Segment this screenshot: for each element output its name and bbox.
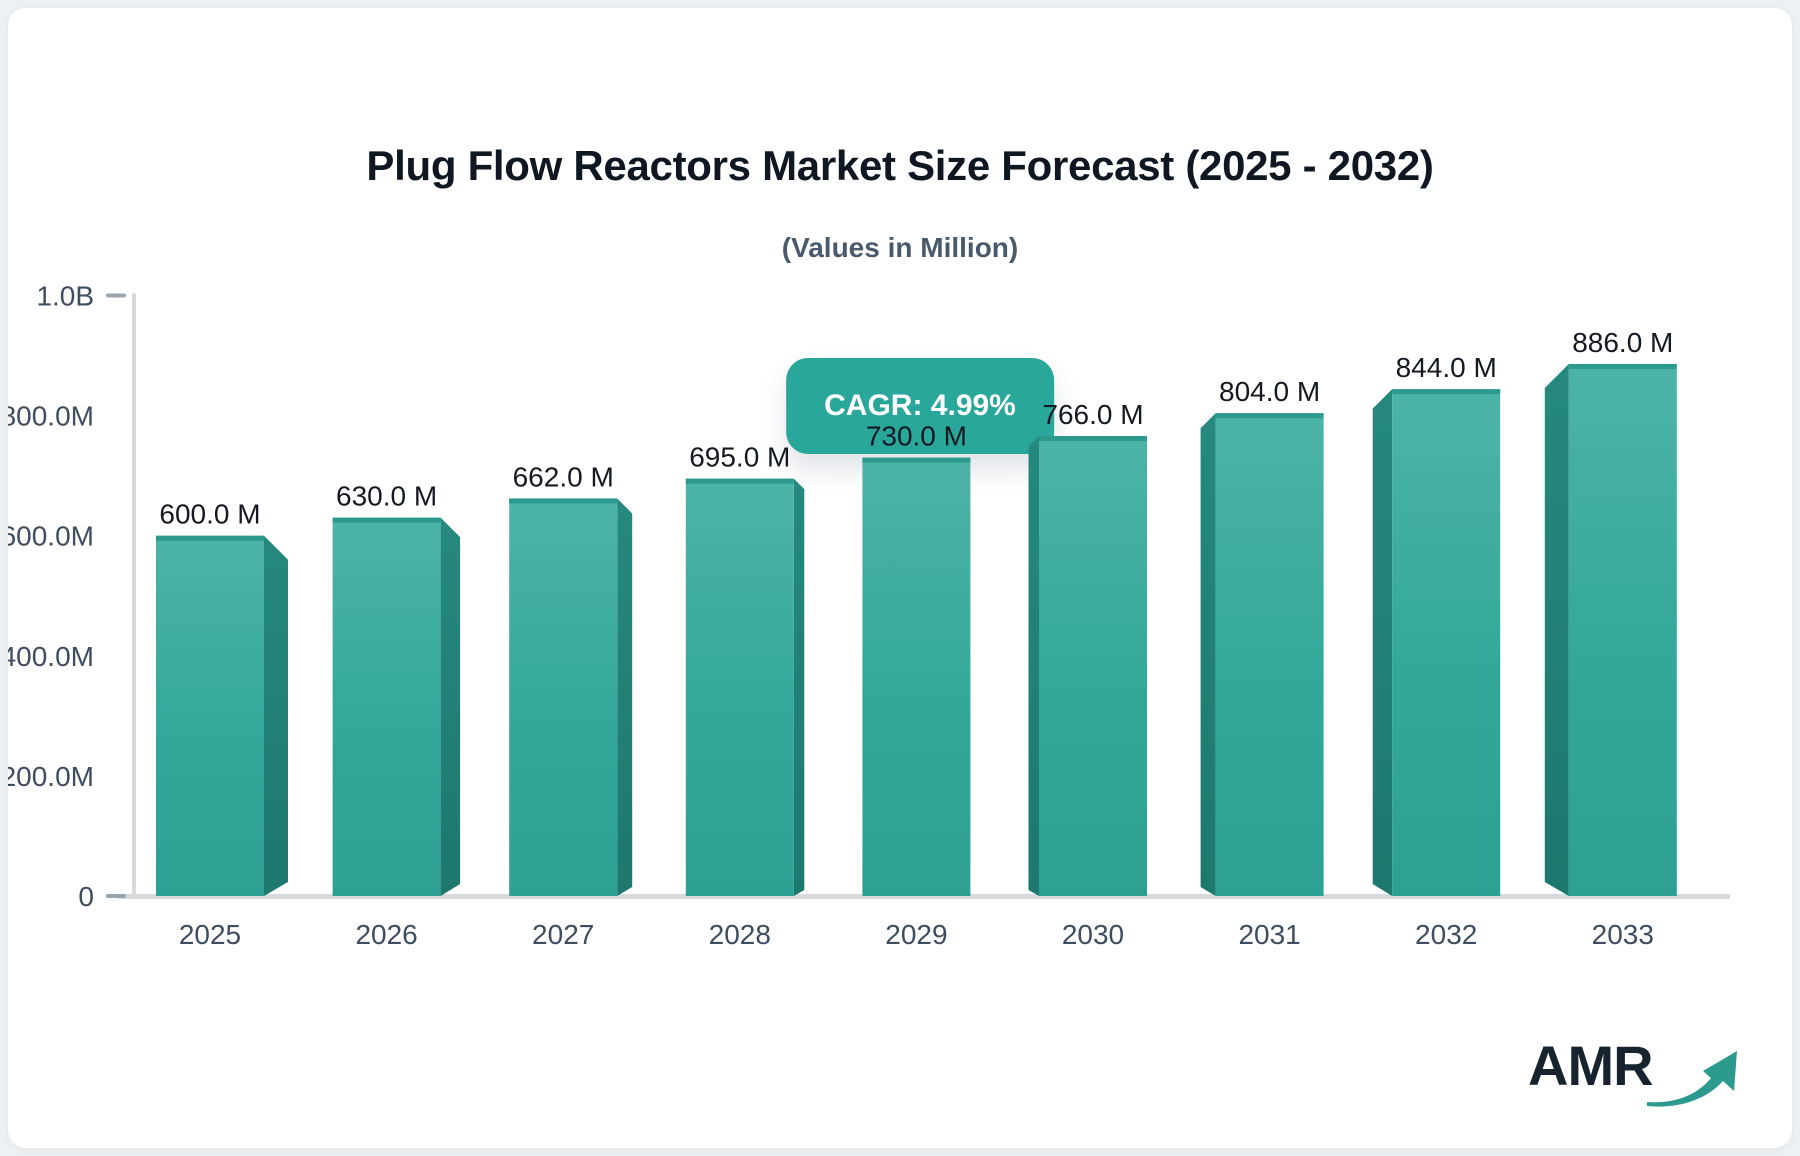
bar-front-face [1392, 389, 1501, 896]
bar-side-face [264, 535, 288, 896]
bar-top-edge [1392, 389, 1501, 395]
bar-front-face [862, 457, 971, 896]
y-tick-label: 800.0M [8, 401, 94, 432]
bar-value-label: 730.0 M [866, 421, 967, 452]
bar-2025[interactable] [156, 535, 288, 896]
bar-2029[interactable] [862, 457, 971, 896]
y-tick-label: 0 [78, 881, 94, 912]
x-tick-label: 2028 [709, 919, 771, 950]
bar-2028[interactable] [685, 478, 805, 896]
x-tick-label: 2027 [532, 919, 594, 950]
bar-side-face [1544, 363, 1569, 896]
chart-card: Plug Flow Reactors Market Size Forecast … [8, 8, 1792, 1148]
bar-top-edge [156, 535, 264, 541]
bar-front-face [1039, 436, 1147, 896]
bar-top-edge [509, 498, 618, 504]
amr-logo: AMR [1528, 1036, 1741, 1108]
bar-front-face [685, 478, 794, 896]
axis-layer: 0 200.0M 400.0M 600.0M 800.0M 1.0B [8, 281, 1730, 912]
bars-layer [156, 363, 1677, 896]
cagr-badge: CAGR: 4.99% [786, 358, 1054, 454]
bar-value-label: 844.0 M [1396, 352, 1497, 383]
x-tick-label: 2029 [885, 919, 947, 950]
amr-logo-text: AMR [1528, 1034, 1654, 1097]
y-tick-label: 200.0M [8, 761, 94, 792]
trend-up-arrow-icon [1646, 1051, 1737, 1107]
bar-top-edge [862, 457, 971, 463]
bar-value-label: 804.0 M [1219, 376, 1320, 407]
bar-front-face [332, 517, 441, 896]
bar-front-face [1568, 363, 1677, 896]
x-tick-label: 2033 [1592, 919, 1654, 950]
bar-side-face [1200, 413, 1216, 896]
bar-value-label: 695.0 M [689, 442, 790, 473]
y-tick-label: 1.0B [36, 281, 94, 312]
x-axis-line [118, 894, 1730, 899]
y-tick-label: 600.0M [8, 521, 94, 552]
bar-2026[interactable] [332, 517, 461, 896]
bar-top-edge [1568, 363, 1677, 369]
x-tick-label: 2031 [1238, 919, 1300, 950]
bar-2032[interactable] [1372, 389, 1501, 896]
bar-top-edge [1039, 436, 1147, 442]
bar-side-face [617, 498, 633, 896]
y-axis-line [132, 293, 136, 899]
y-tick-dash [106, 293, 126, 298]
bar-2027[interactable] [509, 498, 633, 896]
bar-front-face [1215, 413, 1324, 896]
bar-front-face [509, 498, 618, 896]
chart-subtitle: (Values in Million) [781, 232, 1019, 263]
bar-side-face [793, 478, 805, 896]
bar-value-label: 630.0 M [336, 481, 437, 512]
bar-side-face [1372, 389, 1393, 896]
x-tick-label: 2030 [1062, 919, 1124, 950]
bar-value-label: 766.0 M [1042, 399, 1143, 430]
bar-chart-plot: 0 200.0M 400.0M 600.0M 800.0M 1.0B 600.0 M 202… [8, 281, 1730, 950]
bar-2033[interactable] [1544, 363, 1677, 896]
y-tick-label: 400.0M [8, 641, 94, 672]
bar-top-edge [1215, 413, 1324, 419]
labels-layer: 600.0 M 2025 630.0 M 2026 662.0 M 2027 695.0 M… [159, 327, 1673, 950]
bar-2031[interactable] [1200, 413, 1324, 896]
bar-side-face [1028, 436, 1039, 896]
x-tick-label: 2026 [355, 919, 417, 950]
bar-side-face [440, 517, 461, 896]
x-tick-label: 2032 [1415, 919, 1477, 950]
bar-top-edge [332, 517, 441, 523]
bar-2030[interactable] [1028, 436, 1148, 896]
bar-value-label: 600.0 M [159, 499, 260, 530]
bar-top-edge [685, 478, 794, 484]
bar-value-label: 886.0 M [1572, 327, 1673, 358]
chart-title: Plug Flow Reactors Market Size Forecast … [366, 142, 1434, 189]
bar-value-label: 662.0 M [513, 461, 614, 492]
x-tick-label: 2025 [179, 919, 241, 950]
y-tick-dash [106, 894, 126, 898]
bar-front-face [156, 535, 264, 896]
